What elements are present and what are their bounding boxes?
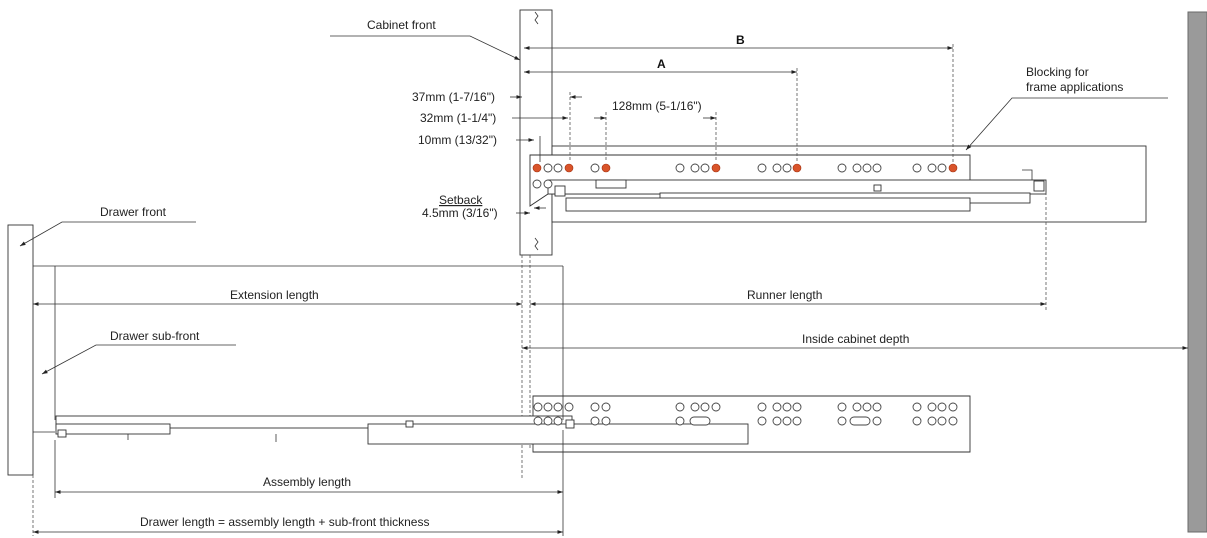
mounting-hole <box>590 402 600 412</box>
mounting-hole <box>690 402 700 412</box>
mounting-hole <box>690 163 700 173</box>
mounting-hole-marked <box>532 163 542 173</box>
mounting-hole <box>782 402 792 412</box>
drawer-length-label: Drawer length = assembly length + sub-fr… <box>140 515 429 529</box>
drawer-front <box>7 224 34 476</box>
upper-runner <box>529 154 1047 212</box>
mounting-hole <box>543 416 553 426</box>
blocking-label-line1: Blocking for <box>1026 65 1089 79</box>
mounting-hole <box>757 402 767 412</box>
mounting-hole <box>675 163 685 173</box>
mounting-hole <box>948 402 958 412</box>
mounting-hole-marked <box>948 163 958 173</box>
bottom-mounting-holes <box>533 402 958 426</box>
mounting-hole <box>837 402 847 412</box>
extension-length-label: Extension length <box>230 288 319 302</box>
cabinet-front-leader <box>330 35 521 61</box>
mounting-hole <box>872 402 882 412</box>
mounting-hole <box>937 416 947 426</box>
mounting-hole <box>872 416 882 426</box>
dim-32-label: 32mm (1-1/4") <box>420 111 496 125</box>
mounting-hole <box>553 416 563 426</box>
mounting-hole <box>927 163 937 173</box>
mounting-hole-marked <box>792 163 802 173</box>
mounting-hole <box>837 163 847 173</box>
mounting-slot <box>689 416 711 426</box>
assembly-length-label: Assembly length <box>263 475 351 489</box>
mounting-hole <box>533 402 543 412</box>
mounting-hole <box>675 402 685 412</box>
mounting-hole <box>792 416 802 426</box>
mounting-hole <box>782 163 792 173</box>
mounting-hole <box>543 163 553 173</box>
runner-length-label: Runner length <box>747 288 822 302</box>
mounting-hole <box>912 402 922 412</box>
mounting-hole <box>862 402 872 412</box>
mounting-hole <box>711 402 721 412</box>
dim-37-label: 37mm (1-7/16") <box>412 90 495 104</box>
dim-b-label: B <box>736 33 745 47</box>
mounting-hole <box>772 163 782 173</box>
mounting-hole <box>872 163 882 173</box>
top-mounting-holes <box>532 163 958 189</box>
lower-runner <box>55 395 971 453</box>
mounting-hole <box>912 163 922 173</box>
mounting-hole <box>601 402 611 412</box>
mounting-hole <box>532 179 542 189</box>
mounting-hole <box>852 163 862 173</box>
setback-value: 4.5mm (3/16") <box>422 206 498 220</box>
mounting-hole <box>948 416 958 426</box>
mounting-hole-marked <box>601 163 611 173</box>
mounting-hole <box>912 416 922 426</box>
mounting-hole <box>543 402 553 412</box>
mounting-hole <box>601 416 611 426</box>
drawer-front-leader <box>19 221 196 247</box>
inside-cabinet-depth-label: Inside cabinet depth <box>802 332 909 346</box>
mounting-hole <box>553 163 563 173</box>
drawer-sub-front-label: Drawer sub-front <box>110 329 200 343</box>
mounting-hole-marked <box>711 163 721 173</box>
mounting-hole <box>757 163 767 173</box>
mounting-hole <box>837 416 847 426</box>
setback-title: Setback <box>439 193 483 207</box>
mounting-hole <box>564 402 574 412</box>
dim-a-label: A <box>657 57 666 71</box>
mounting-hole <box>675 416 685 426</box>
cabinet-front-panel <box>519 9 553 256</box>
dim-10-label: 10mm (13/32") <box>418 133 497 147</box>
mounting-hole <box>700 402 710 412</box>
mounting-hole <box>792 402 802 412</box>
mounting-hole <box>590 163 600 173</box>
cabinet-front-label: Cabinet front <box>367 18 436 32</box>
mounting-hole <box>772 402 782 412</box>
blocking-leader <box>965 97 1168 151</box>
mounting-hole <box>533 416 543 426</box>
dim-128-label: 128mm (5-1/16") <box>612 99 702 113</box>
blocking-label-line2: frame applications <box>1026 80 1123 94</box>
cabinet-back-panel <box>1187 11 1207 533</box>
mounting-hole <box>927 416 937 426</box>
mounting-hole <box>700 163 710 173</box>
mounting-hole <box>553 402 563 412</box>
mounting-hole <box>757 416 767 426</box>
mounting-hole <box>927 402 937 412</box>
mounting-hole <box>937 402 947 412</box>
mounting-hole <box>543 179 553 189</box>
mounting-hole <box>862 163 872 173</box>
mounting-hole <box>590 416 600 426</box>
mounting-hole <box>782 416 792 426</box>
mounting-hole <box>772 416 782 426</box>
mounting-hole-marked <box>564 163 574 173</box>
mounting-slot <box>849 416 871 426</box>
mounting-hole <box>937 163 947 173</box>
drawer-front-label: Drawer front <box>100 205 167 219</box>
mounting-hole <box>852 402 862 412</box>
drawer-sub-front-leader <box>41 344 236 375</box>
